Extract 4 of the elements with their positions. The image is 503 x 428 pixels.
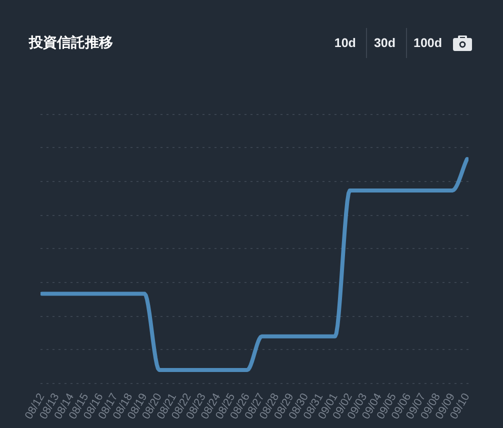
text: 10d [333,36,357,50]
text: 30d [372,36,396,50]
text: 100d [412,36,443,50]
chart-title: 投資信託推移 [29,34,113,52]
